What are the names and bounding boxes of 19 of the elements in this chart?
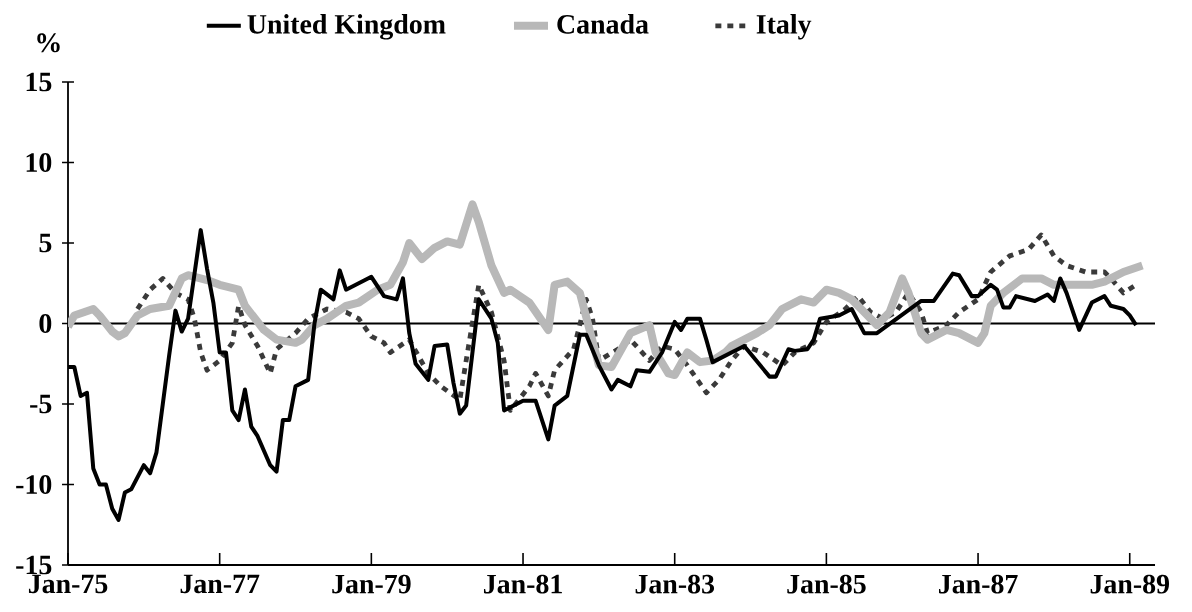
legend-label: United Kingdom [247, 14, 446, 40]
x-tick-label: Jan-85 [787, 574, 866, 594]
x-tick-label: Jan-87 [939, 574, 1018, 594]
legend-label: Canada [557, 14, 649, 34]
x-tick-label: Jan-81 [483, 574, 562, 594]
x-tick-label: Jan-89 [1090, 574, 1170, 594]
y-tick-label: -5 [30, 394, 52, 414]
y-tick-label: 5 [39, 233, 52, 253]
x-tick-label: Jan-79 [332, 574, 411, 594]
y-axis-title: % [37, 33, 60, 53]
x-tick-label: Jan-77 [180, 574, 260, 594]
y-tick-label: 10 [26, 153, 52, 172]
y-tick-label: 0 [39, 314, 52, 333]
legend-label: Italy [756, 14, 812, 40]
x-tick-label: Jan-75 [28, 574, 108, 594]
y-tick-label: -10 [16, 475, 52, 494]
x-tick-label: Jan-83 [635, 574, 715, 594]
y-tick-label: -15 [16, 555, 52, 575]
y-tick-label: 15 [26, 72, 52, 92]
